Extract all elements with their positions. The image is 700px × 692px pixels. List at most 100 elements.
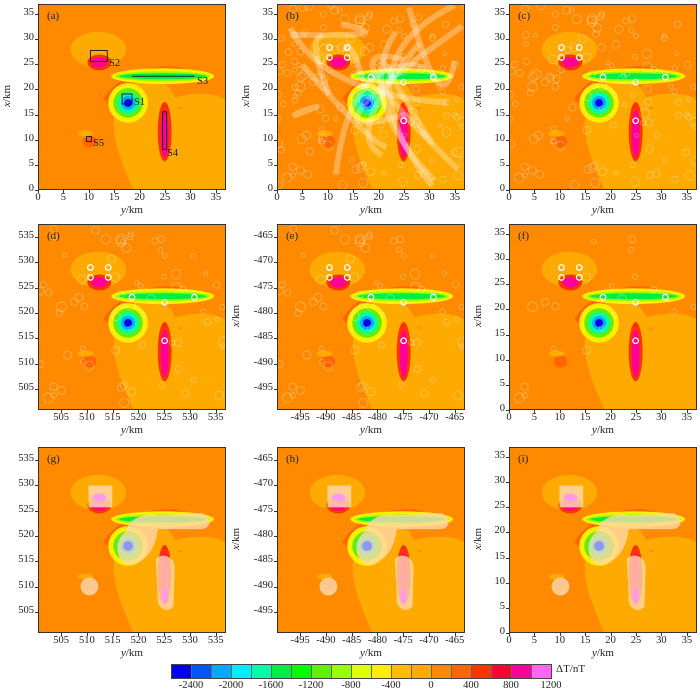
- x-tick-label: -495: [290, 412, 310, 423]
- y-tick-label: -495: [253, 605, 273, 617]
- y-tick-label: -480: [253, 528, 273, 540]
- x-tick-mark: [454, 190, 456, 193]
- y-axis-label: x/km: [472, 84, 485, 108]
- y-tick-mark: [506, 633, 509, 634]
- y-tick-mark: [274, 287, 277, 289]
- y-tick-mark: [506, 334, 509, 336]
- y-tick-label: 35: [494, 7, 506, 19]
- anomaly-field: [510, 5, 696, 189]
- x-tick-label: 35: [449, 192, 461, 203]
- x-axis-label: y/km: [359, 424, 382, 436]
- y-axis-label: x/km: [0, 304, 4, 327]
- anomaly-field: [70, 474, 225, 632]
- x-tick-mark: [38, 190, 39, 193]
- y-tick-mark: [506, 309, 509, 311]
- x-tick-label: -480: [367, 635, 388, 646]
- x-tick-mark: [215, 190, 217, 193]
- x-tick-label: -480: [367, 412, 388, 423]
- x-tick-label: -490: [316, 635, 336, 646]
- y-tick-label: 15: [494, 327, 506, 339]
- y-tick-label: 0: [499, 183, 505, 194]
- y-tick-label: 20: [494, 525, 506, 537]
- x-tick-mark: [454, 410, 456, 413]
- x-tick-label: 25: [630, 635, 642, 646]
- x-tick-mark: [454, 633, 456, 636]
- colorbar-cell-1: [192, 665, 212, 678]
- x-tick-label: 25: [398, 192, 410, 203]
- x-tick-mark: [403, 410, 405, 413]
- x-tick-mark: [610, 410, 612, 413]
- x-tick-label: 5: [531, 192, 538, 203]
- x-tick-mark: [63, 190, 65, 193]
- x-tick-mark: [585, 410, 587, 413]
- y-tick-mark: [506, 139, 509, 141]
- anomaly-field: [278, 5, 464, 189]
- y-tick-mark: [35, 535, 38, 537]
- x-tick-label: 520: [130, 635, 147, 646]
- x-tick-mark: [428, 410, 430, 413]
- x-axis-label: y/km: [120, 424, 143, 436]
- y-tick-label: 30: [494, 32, 506, 44]
- y-tick-label: 5: [28, 157, 34, 169]
- colorbar-cell-2: [212, 665, 232, 678]
- x-tick-label: 5: [531, 412, 538, 423]
- colorbar-cell-10: [372, 665, 392, 678]
- y-tick-mark: [506, 284, 509, 286]
- x-tick-label: 525: [156, 635, 173, 646]
- anomaly-field: [70, 31, 225, 189]
- y-tick-mark: [35, 39, 38, 41]
- source-label-s5: S5: [93, 138, 105, 149]
- x-tick-mark: [325, 410, 327, 413]
- colorbar-tick-label: 800: [503, 680, 519, 691]
- y-tick-label: 15: [494, 107, 506, 119]
- x-tick-label: -465: [445, 635, 465, 646]
- x-tick-label: 10: [554, 635, 566, 646]
- source-label-s2: S2: [109, 58, 121, 69]
- y-tick-mark: [35, 262, 38, 264]
- x-tick-mark: [325, 633, 327, 636]
- y-tick-mark: [506, 507, 509, 509]
- y-tick-mark: [274, 586, 277, 588]
- x-tick-label: -490: [316, 412, 336, 423]
- colorbar-cell-14: [452, 665, 472, 678]
- x-tick-mark: [86, 410, 88, 413]
- x-tick-mark: [88, 190, 90, 193]
- y-tick-mark: [506, 457, 509, 459]
- x-tick-mark: [351, 410, 353, 413]
- x-tick-label: -470: [419, 412, 439, 423]
- colorbar-cell-9: [352, 665, 372, 678]
- y-tick-label: 25: [494, 500, 506, 512]
- y-tick-mark: [274, 114, 277, 116]
- y-axis-label: x/km: [472, 304, 485, 328]
- y-tick-mark: [274, 612, 277, 614]
- y-tick-mark: [35, 561, 38, 563]
- x-tick-label: 510: [79, 635, 95, 646]
- source-label-s3: S3: [197, 76, 209, 87]
- x-tick-mark: [61, 410, 63, 413]
- y-tick-mark: [274, 389, 277, 391]
- x-tick-label: 520: [130, 412, 147, 423]
- y-tick-label: 0: [499, 626, 505, 637]
- panel-label: (b): [286, 10, 299, 22]
- y-tick-mark: [274, 262, 277, 264]
- x-tick-label: 0: [506, 635, 512, 646]
- y-tick-label: -475: [253, 280, 273, 292]
- panel-label: (h): [286, 453, 299, 465]
- y-tick-label: 0: [28, 183, 34, 194]
- colorbar-cell-8: [332, 665, 352, 678]
- x-tick-label: 530: [182, 412, 198, 423]
- x-tick-mark: [559, 410, 561, 413]
- x-tick-label: 515: [104, 412, 121, 423]
- x-tick-mark: [300, 633, 302, 636]
- anomaly-field: [278, 225, 464, 409]
- colorbar-tick-label: -1600: [258, 680, 284, 691]
- plot-area-e: (e): [277, 224, 465, 410]
- y-tick-mark: [35, 64, 38, 66]
- y-tick-mark: [274, 561, 277, 563]
- y-tick-mark: [506, 532, 509, 534]
- colorbar-cell-12: [412, 665, 432, 678]
- x-tick-mark: [509, 633, 510, 636]
- x-tick-label: 30: [656, 192, 667, 203]
- y-tick-label: -465: [253, 229, 273, 241]
- x-tick-mark: [509, 190, 510, 193]
